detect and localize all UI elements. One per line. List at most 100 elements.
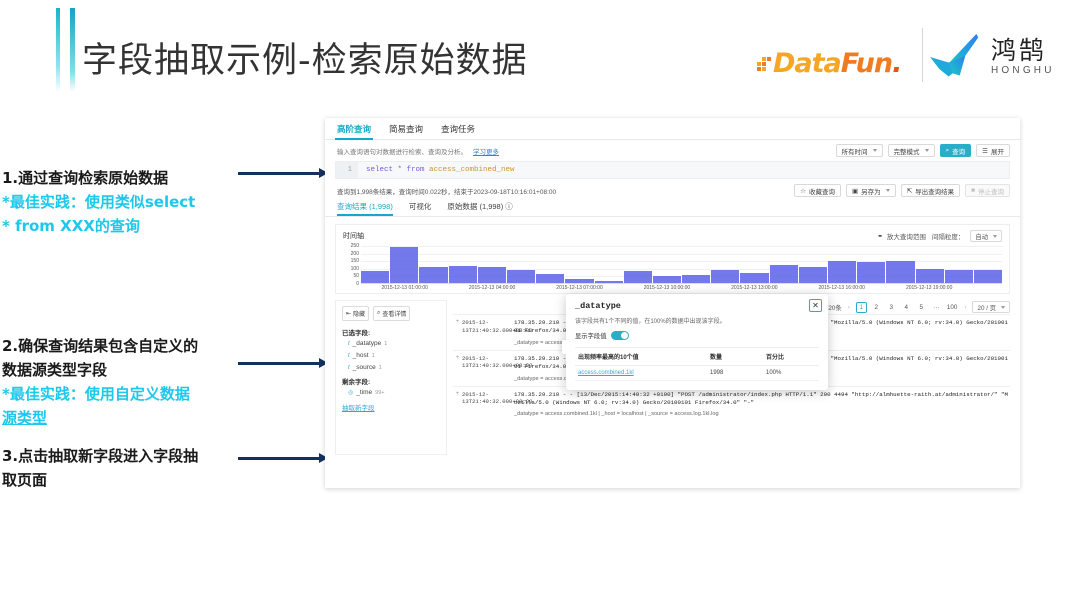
chevron-down-icon [1001, 305, 1005, 309]
chart-x-tick: 2015-12-13 13:00:00 [731, 285, 778, 291]
field-item-source[interactable]: t _source 1 [348, 364, 440, 371]
tab-query-tasks[interactable]: 查询任务 [441, 124, 476, 134]
show-field-values-toggle-row: 显示字段值 [575, 331, 819, 340]
chart-bar[interactable] [682, 275, 711, 283]
page-size-select[interactable]: 20 / 页 [972, 301, 1010, 313]
learn-more-link[interactable]: 学习更多 [473, 148, 499, 156]
result-tab-bar: 查询结果 (1,998) 可视化 原始数据 (1,998) ⓘ [325, 201, 1020, 217]
pagination-next[interactable]: › [964, 303, 967, 311]
clock-icon: ◎ [348, 390, 354, 396]
chart-bar[interactable] [565, 279, 594, 283]
query-code: select * from access_combined_new [358, 166, 515, 174]
pagination-prev[interactable]: ‹ [847, 303, 850, 311]
expand-button[interactable]: ☰ 展开 [976, 144, 1010, 157]
chart-bar[interactable] [944, 270, 973, 283]
row-timestamp: 2015-12-13T21:40:32.000+08:00 [462, 319, 533, 334]
hide-fields-button[interactable]: ⇤ 隐藏 [342, 306, 370, 321]
extract-new-field-link[interactable]: 抽取新字段 [342, 405, 375, 412]
search-button[interactable]: ⌕ 查询 [939, 144, 972, 157]
mode-label: 完整模式 [893, 148, 920, 156]
chart-bar[interactable] [915, 268, 944, 283]
chart-y-tick: 150 [350, 258, 359, 265]
time-range-select[interactable]: 所有时间 [835, 144, 883, 157]
pointer-arrow-3 [238, 453, 328, 463]
zoom-range-icon: ▪▪ [878, 232, 881, 240]
query-editor[interactable]: 1 select * from access_combined_new [335, 161, 1010, 179]
value-link[interactable]: access.combined.1kl [578, 370, 634, 376]
export-results-button[interactable]: ⇱ 导出查询结果 [900, 184, 961, 197]
favorite-query-button[interactable]: ☆ 收藏查询 [794, 184, 841, 197]
tab-simple-query[interactable]: 简易查询 [389, 124, 424, 134]
chart-gridline [361, 276, 1002, 278]
results-region: ⇤ 隐藏 ⌕ 查看详情 已选字段: t _datatype 1 t _host 1 … [325, 294, 1020, 455]
pagination-page-2[interactable]: 2 [874, 303, 879, 311]
chart-bar[interactable] [361, 270, 390, 283]
mode-select[interactable]: 完整模式 [887, 144, 935, 157]
honghu-logo: 鸿鹄 HONGHU [928, 32, 1055, 82]
chart-bar[interactable] [390, 246, 419, 283]
title-accent-bar-1 [56, 8, 60, 92]
chart-bar[interactable] [419, 267, 448, 283]
chevron-down-icon [885, 189, 890, 192]
chart-bar[interactable] [652, 276, 682, 283]
zoom-range-label[interactable]: 放大查询范围 [886, 234, 926, 241]
chart-bar[interactable] [973, 270, 1003, 283]
chart-bar[interactable] [623, 270, 652, 283]
pagination-count: 到20条 [822, 304, 842, 312]
field-name: _source [352, 364, 376, 371]
row-expander[interactable]: + [455, 354, 460, 361]
chart-bar[interactable] [448, 266, 477, 283]
query-keyword: select * from [366, 166, 425, 174]
export-icon: ⇱ [906, 187, 913, 195]
chart-bar[interactable] [828, 260, 857, 283]
row-expander[interactable]: + [455, 390, 460, 397]
search-icon: ⌕ [945, 146, 950, 154]
tab-query-results[interactable]: 查询结果 (1,998) [337, 201, 393, 216]
save-as-button[interactable]: ▣ 另存为 [845, 184, 896, 197]
row-expander[interactable]: + [455, 319, 460, 325]
tab-advanced-query[interactable]: 高阶查询 [334, 123, 374, 140]
chart-bar[interactable] [477, 267, 506, 283]
tab-raw-data[interactable]: 原始数据 (1,998) ⓘ [447, 202, 513, 211]
chart-x-tick: 2015-12-13 16:00:00 [818, 285, 865, 291]
chart-bar[interactable] [769, 264, 798, 283]
field-item-time[interactable]: ◎ _time 99+ [348, 389, 440, 396]
pagination-page-5[interactable]: 5 [919, 303, 924, 311]
page-size-value: 20 / 页 [977, 304, 996, 312]
annotation-step-2: 2.确保查询结果包含自定义的 数据源类型字段 *最佳实践：使用自定义数据 源类型 [2, 334, 252, 430]
chart-bar[interactable] [536, 273, 565, 283]
chart-bar[interactable] [857, 262, 886, 283]
pagination-page-3[interactable]: 3 [889, 303, 894, 311]
field-item-host[interactable]: t _host 1 [348, 352, 440, 359]
granularity-select[interactable]: 自动 [970, 230, 1002, 242]
chart-bar[interactable] [886, 260, 915, 283]
tab-visualization[interactable]: 可视化 [408, 202, 432, 211]
close-icon[interactable]: ✕ [809, 299, 822, 312]
list-icon: ☰ [982, 147, 988, 155]
chart-bar[interactable] [798, 267, 827, 283]
honghu-name-en: HONGHU [991, 64, 1055, 76]
honghu-bird-icon [930, 33, 979, 77]
pagination-page-4[interactable]: 4 [904, 303, 909, 311]
pagination-ellipsis: ··· [933, 303, 940, 311]
chart-bar[interactable] [594, 280, 623, 283]
chart-bar[interactable] [506, 270, 536, 283]
chart-x-axis: 2015-12-13 01:00:00 2015-12-13 04:00:00 20… [361, 285, 1002, 293]
annotation-line: *最佳实践：使用类似select [2, 193, 196, 211]
pagination-page-1[interactable]: 1 [855, 301, 867, 313]
chart-bar[interactable] [740, 272, 769, 283]
annotation-line: *最佳实践：使用自定义数据 [2, 385, 190, 403]
field-item-datatype[interactable]: t _datatype 1 [348, 340, 440, 347]
result-action-buttons: ☆ 收藏查询 ▣ 另存为 ⇱ 导出查询结果 ■ 停止查询 [794, 184, 1010, 197]
detail-label: 查看详情 [382, 312, 407, 318]
pagination-page-last[interactable]: 100 [946, 303, 958, 311]
chart-y-axis: 0 50 100 150 200 250 [343, 243, 359, 287]
table-row[interactable]: + 2015-12-13T21:40:32.000+08:00 178.35.2… [453, 385, 1010, 422]
show-field-values-toggle[interactable] [611, 331, 630, 340]
view-detail-button[interactable]: ⌕ 查看详情 [373, 306, 411, 321]
query-line-number: 1 [336, 162, 358, 178]
field-name: _datatype [352, 340, 382, 347]
chart-bar[interactable] [711, 270, 740, 283]
top-tab-bar: 高阶查询 简易查询 查询任务 [325, 118, 1020, 140]
row-raw-log: 178.35.29.219 - - [13/Dec/2015:14:40:32 … [514, 390, 1008, 406]
